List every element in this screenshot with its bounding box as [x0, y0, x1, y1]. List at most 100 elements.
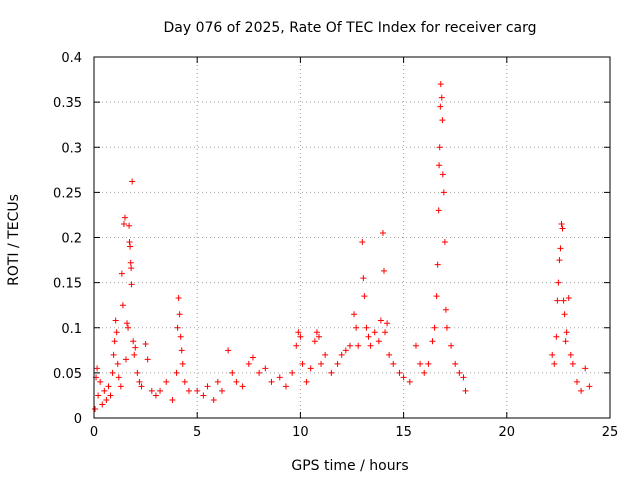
- data-point: [567, 351, 574, 358]
- data-point: [377, 317, 384, 324]
- data-point: [119, 302, 126, 309]
- data-point: [118, 270, 125, 277]
- data-point: [115, 374, 122, 381]
- data-point: [94, 365, 101, 372]
- data-point: [562, 338, 569, 345]
- data-point: [132, 344, 139, 351]
- data-point: [113, 329, 120, 336]
- data-point: [384, 320, 391, 327]
- data-point: [99, 401, 106, 408]
- data-point: [256, 369, 263, 376]
- data-point: [549, 351, 556, 358]
- data-point: [218, 387, 225, 394]
- data-point: [360, 275, 367, 282]
- data-point: [262, 365, 269, 372]
- data-point: [136, 378, 143, 385]
- data-point: [293, 342, 300, 349]
- y-axis-label: ROTI / TECUs: [6, 194, 22, 286]
- data-point: [429, 338, 436, 345]
- data-point: [460, 374, 467, 381]
- data-point: [406, 378, 413, 385]
- data-point: [225, 347, 232, 354]
- data-point: [157, 387, 164, 394]
- data-point: [177, 333, 184, 340]
- data-point: [400, 374, 407, 381]
- data-point: [346, 342, 353, 349]
- data-point: [586, 383, 593, 390]
- data-point: [148, 387, 155, 394]
- data-point: [276, 374, 283, 381]
- y-tick-label: 0.15: [53, 277, 82, 292]
- x-tick-label: 0: [90, 425, 98, 440]
- data-point: [558, 220, 565, 227]
- data-point: [440, 189, 447, 196]
- data-point: [214, 378, 221, 385]
- data-point: [313, 329, 320, 336]
- data-point: [194, 387, 201, 394]
- data-point: [127, 259, 134, 266]
- data-point: [92, 405, 99, 412]
- data-point: [109, 369, 116, 376]
- data-point: [289, 369, 296, 376]
- data-point: [204, 383, 211, 390]
- data-point: [303, 378, 310, 385]
- data-point: [421, 369, 428, 376]
- data-point: [396, 369, 403, 376]
- y-tick-label: 0.1: [61, 322, 82, 337]
- data-point: [322, 351, 329, 358]
- data-point: [380, 267, 387, 274]
- y-tick-label: 0.25: [53, 186, 82, 201]
- data-point: [112, 317, 119, 324]
- data-point: [554, 297, 561, 304]
- data-point: [107, 392, 114, 399]
- x-tick-label: 15: [395, 425, 412, 440]
- data-point: [210, 396, 217, 403]
- data-point: [97, 378, 104, 385]
- data-point: [557, 245, 564, 252]
- data-point: [559, 225, 566, 232]
- data-point: [436, 162, 443, 169]
- y-tick-label: 0.4: [61, 51, 82, 66]
- data-point: [175, 294, 182, 301]
- data-point: [578, 387, 585, 394]
- data-point: [439, 171, 446, 178]
- data-point: [565, 294, 572, 301]
- data-point: [229, 369, 236, 376]
- data-point: [456, 369, 463, 376]
- data-point: [125, 324, 132, 331]
- data-point: [417, 360, 424, 367]
- data-point: [295, 329, 302, 336]
- data-point: [437, 81, 444, 88]
- data-point: [448, 342, 455, 349]
- data-point: [365, 333, 372, 340]
- data-point: [122, 356, 129, 363]
- data-point: [268, 378, 275, 385]
- data-point: [249, 354, 256, 361]
- data-point: [233, 378, 240, 385]
- data-point: [438, 94, 445, 101]
- y-tick-label: 0.3: [61, 141, 82, 156]
- data-point: [110, 351, 117, 358]
- grid-lines: [94, 57, 610, 418]
- data-point: [169, 396, 176, 403]
- data-point: [131, 351, 138, 358]
- y-tick-label: 0.2: [61, 232, 82, 247]
- plot-frame: [93, 56, 611, 419]
- x-tick-label: 10: [292, 425, 309, 440]
- data-point: [121, 214, 128, 221]
- y-tick-label: 0.35: [53, 96, 82, 111]
- data-point: [569, 360, 576, 367]
- data-point: [379, 229, 386, 236]
- data-point: [433, 293, 440, 300]
- x-axis-label: GPS time / hours: [291, 458, 408, 474]
- data-point: [282, 383, 289, 390]
- y-tick-label: 0: [74, 412, 82, 427]
- data-point: [297, 333, 304, 340]
- data-point: [174, 324, 181, 331]
- data-point: [176, 311, 183, 318]
- data-point: [181, 378, 188, 385]
- data-point: [200, 392, 207, 399]
- data-point: [452, 360, 459, 367]
- data-point: [163, 378, 170, 385]
